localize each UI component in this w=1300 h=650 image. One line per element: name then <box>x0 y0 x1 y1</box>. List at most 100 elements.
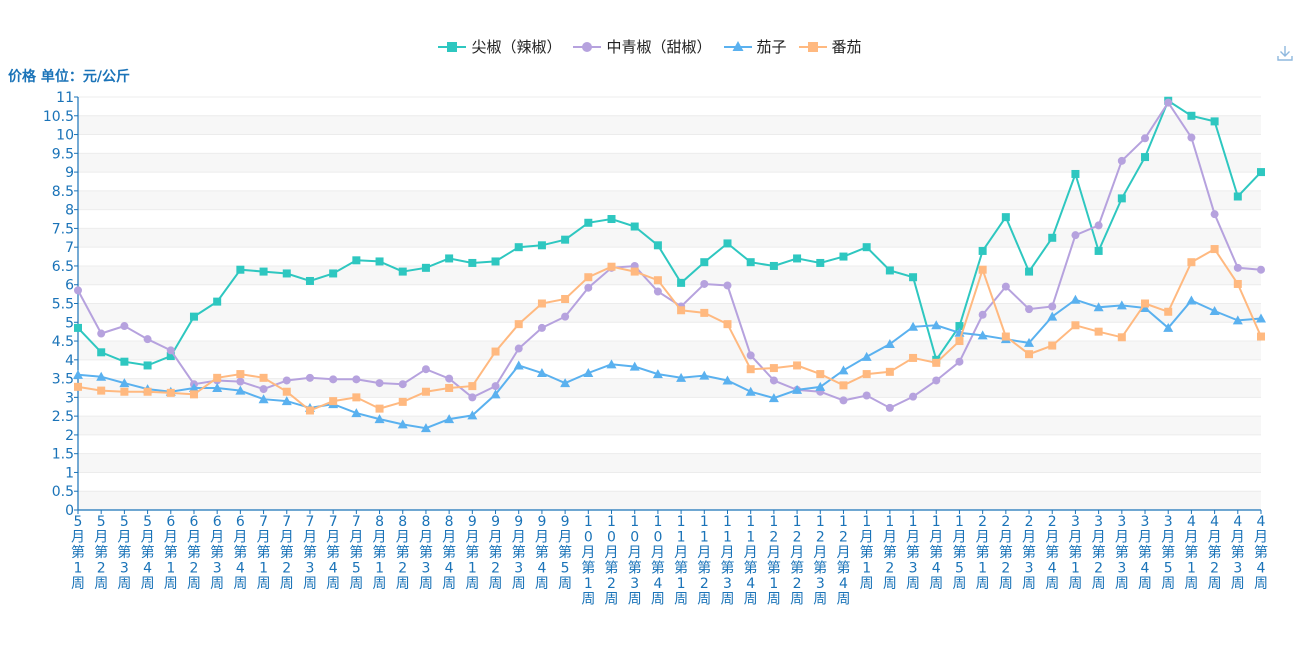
data-point <box>1141 153 1150 162</box>
data-point <box>769 376 778 385</box>
data-point <box>1141 134 1150 143</box>
data-point <box>885 403 894 412</box>
data-point <box>375 379 384 388</box>
data-point <box>1186 295 1197 305</box>
x-tick-label: 1 2 月第 1 周 <box>767 514 781 608</box>
data-point <box>908 321 919 331</box>
data-point <box>445 254 454 263</box>
data-point <box>978 310 987 319</box>
data-point <box>305 373 314 382</box>
data-point <box>305 276 314 285</box>
data-point <box>1070 294 1081 304</box>
data-point <box>677 278 686 287</box>
y-axis-label: 价格 单位：元/公斤 <box>8 69 130 85</box>
grid-band <box>78 453 1261 473</box>
y-tick-label: 6 <box>65 278 74 294</box>
data-point <box>1071 231 1080 240</box>
data-point <box>420 423 431 433</box>
y-tick-label: 10 <box>56 128 74 144</box>
grid-band <box>78 397 1261 417</box>
x-tick-label: 3 月第 2 周 <box>1092 514 1106 592</box>
data-point <box>491 347 500 356</box>
data-point <box>955 337 964 346</box>
series-3 <box>73 294 1266 433</box>
y-tick-label: 9 <box>65 165 74 181</box>
data-point <box>514 320 523 329</box>
data-point <box>862 243 871 252</box>
data-point <box>537 241 546 250</box>
data-point <box>885 266 894 275</box>
data-point <box>537 323 546 332</box>
data-point <box>909 353 918 362</box>
data-point <box>536 367 547 377</box>
data-point <box>213 297 222 306</box>
data-point <box>143 387 152 396</box>
legend-marker-icon <box>798 41 827 52</box>
data-point <box>677 306 686 315</box>
data-point <box>932 376 941 385</box>
data-point <box>143 335 152 344</box>
data-point <box>607 215 616 224</box>
data-point <box>282 376 291 385</box>
chart-legend: 尖椒（辣椒） 中青椒（甜椒） 茄子 番茄 <box>0 36 1300 59</box>
data-point <box>629 361 640 371</box>
legend-item-4[interactable]: 番茄 <box>798 36 862 57</box>
data-point <box>351 408 362 418</box>
data-point <box>1093 302 1104 312</box>
grid-band <box>78 434 1261 454</box>
data-point <box>258 394 269 404</box>
y-tick-label: 11 <box>56 90 74 106</box>
download-icon[interactable] <box>1276 44 1294 62</box>
data-point <box>700 258 709 267</box>
data-point <box>653 276 662 285</box>
y-tick-label: 4.5 <box>52 334 74 350</box>
grid-band <box>78 134 1261 154</box>
data-point <box>561 235 570 244</box>
data-point <box>1140 303 1151 313</box>
grid-band <box>78 491 1261 510</box>
data-point <box>630 267 639 276</box>
x-tick-label: 2 月第 2 周 <box>999 514 1013 592</box>
data-point <box>375 404 384 413</box>
data-point <box>445 374 454 383</box>
data-point <box>97 386 106 395</box>
grid-band <box>78 209 1261 229</box>
data-point <box>189 312 198 321</box>
data-point <box>839 252 848 261</box>
series-4 <box>74 245 1265 415</box>
legend-item-3[interactable]: 茄子 <box>723 36 787 57</box>
data-point <box>398 380 407 389</box>
legend-marker-icon <box>723 40 752 51</box>
data-point <box>839 381 848 390</box>
data-point <box>839 396 848 405</box>
series-line <box>77 247 1262 412</box>
data-point <box>977 330 988 340</box>
data-point <box>583 367 594 377</box>
data-point <box>769 261 778 270</box>
legend-label: 番茄 <box>831 38 862 56</box>
legend-item-1[interactable]: 尖椒（辣椒） <box>438 36 561 57</box>
series-line <box>77 99 1262 367</box>
legend-item-2[interactable]: 中青椒（甜椒） <box>573 36 712 57</box>
x-tick-label: 8 月第 2 周 <box>396 514 410 592</box>
x-tick-label: 9 月第 3 周 <box>512 514 526 592</box>
data-point <box>561 294 570 303</box>
grid-band <box>78 341 1261 360</box>
x-tick-label: 3 月第 1 周 <box>1068 514 1082 592</box>
data-point <box>606 359 617 369</box>
data-point <box>282 387 291 396</box>
data-point <box>1117 156 1126 165</box>
x-tick-label: 5 月第 4 周 <box>141 514 155 592</box>
legend-label: 中青椒（甜椒） <box>606 38 712 56</box>
x-tick-label: 9 月第 5 周 <box>558 514 572 592</box>
data-point <box>1233 192 1242 201</box>
y-tick-label: 7.5 <box>52 221 74 237</box>
data-point <box>932 358 941 367</box>
x-tick-label: 6 月第 2 周 <box>187 514 201 592</box>
x-tick-label: 3 月第 4 周 <box>1138 514 1152 592</box>
data-point <box>745 386 756 396</box>
grid-band <box>78 378 1261 398</box>
data-point <box>1001 282 1010 291</box>
data-point <box>375 257 384 266</box>
x-tick-label: 8 月第 3 周 <box>419 514 433 592</box>
